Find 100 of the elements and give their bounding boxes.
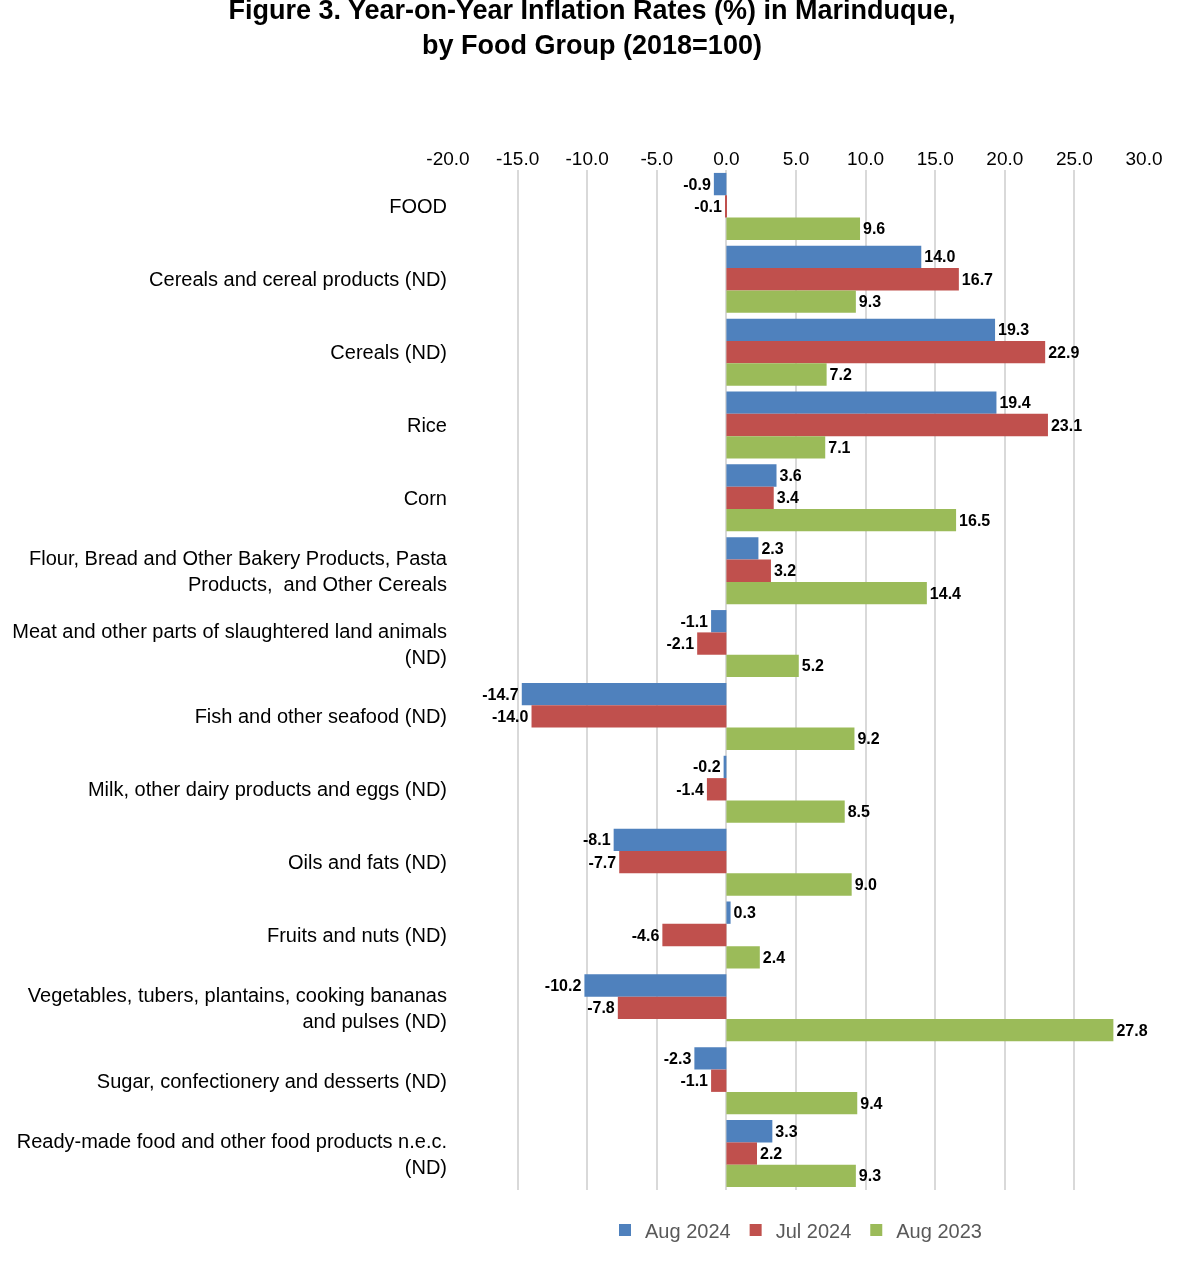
data-label: -0.1	[694, 197, 722, 215]
bar	[694, 1047, 727, 1070]
data-label: 19.3	[998, 321, 1030, 339]
data-label: 3.3	[775, 1122, 798, 1140]
data-label: 2.4	[762, 948, 786, 966]
data-label: 9.2	[857, 730, 880, 748]
bar	[726, 486, 774, 510]
bar	[726, 873, 852, 896]
y-tick-label: Vegetables, tubers, plantains, cooking bananas and pulses (ND)	[27, 983, 447, 1032]
bar	[713, 172, 727, 196]
bar	[726, 413, 1048, 437]
bar	[584, 974, 727, 997]
bar	[711, 610, 727, 633]
data-label: 5.2	[801, 657, 825, 675]
y-tick-label: Sugar, confectionery and desserts (ND)	[96, 1069, 447, 1092]
bar	[726, 537, 759, 560]
data-label: 9.3	[858, 293, 882, 311]
bar	[726, 727, 855, 750]
bar	[726, 1142, 758, 1165]
bar	[726, 391, 997, 414]
data-label: -2.3	[663, 1049, 692, 1067]
bar	[726, 436, 826, 459]
bar	[726, 1120, 773, 1143]
y-tick-label: Cereals and cereal products (ND)	[149, 268, 447, 291]
bar	[726, 559, 771, 582]
data-label: -1.4	[676, 780, 704, 798]
data-label: 14.0	[924, 248, 956, 266]
x-tick-label: -15.0	[495, 148, 540, 170]
data-label: -7.8	[587, 999, 615, 1017]
data-label: 9.6	[863, 220, 886, 238]
bar	[726, 464, 777, 487]
y-tick-label: Oils and fats (ND)	[288, 851, 447, 874]
data-label: -10.2	[544, 977, 582, 995]
bar	[726, 1091, 858, 1115]
legend-label: Aug 2023	[896, 1219, 982, 1242]
data-label: -7.7	[588, 853, 617, 871]
data-label: 22.9	[1048, 343, 1080, 361]
data-label: 9.4	[860, 1094, 883, 1112]
y-tick-label: Milk, other dairy products and eggs (ND)	[87, 778, 447, 801]
y-tick-label: Corn	[403, 486, 447, 509]
bar	[726, 581, 927, 605]
y-tick-label: Fruits and nuts (ND)	[266, 924, 447, 946]
y-tick-label: Ready-made food and other food products n.e.c. (ND)	[16, 1129, 447, 1178]
data-label: 9.0	[854, 875, 878, 893]
bar	[726, 290, 856, 313]
chart-title: Figure 3. Year-on-Year Inflation Rates (%) in Marinduque, by Food Group (2018=100)	[228, 0, 956, 61]
data-label: 8.5	[847, 803, 871, 821]
x-tick-label: 5.0	[782, 148, 810, 170]
data-label: -8.1	[582, 831, 611, 849]
y-tick-label: Meat and other parts of slaughtered land animals (ND)	[12, 619, 447, 668]
data-label: -14.7	[482, 685, 519, 703]
bar	[697, 632, 727, 655]
y-tick-label: Fish and other seafood (ND)	[194, 705, 447, 728]
x-tick-label: 30.0	[1125, 148, 1163, 170]
y-tick-label: Flour, Bread and Other Bakery Products, Pasta Products, and Other Cereals	[29, 546, 448, 595]
data-label: 23.1	[1050, 416, 1083, 434]
bar	[619, 850, 727, 874]
data-label: 2.3	[761, 539, 784, 557]
y-tick-label: Cereals (ND)	[330, 341, 447, 364]
bar	[726, 654, 799, 678]
data-label: -14.0	[491, 707, 529, 725]
bar	[726, 340, 1046, 364]
bar	[726, 363, 827, 386]
bar	[706, 778, 727, 801]
bar	[726, 509, 957, 532]
data-label: 14.4	[929, 584, 962, 602]
data-label: 0.3	[733, 904, 756, 922]
bar	[617, 996, 727, 1020]
data-label: 27.8	[1116, 1021, 1148, 1039]
data-label: -4.6	[631, 926, 660, 944]
legend-label: Jul 2024	[775, 1219, 852, 1242]
bar	[726, 1019, 1114, 1042]
data-label: -0.9	[683, 175, 711, 193]
bar	[726, 268, 959, 291]
data-label: 7.2	[829, 365, 852, 383]
bar	[662, 923, 727, 947]
bar	[531, 705, 727, 728]
data-label: -2.1	[666, 635, 695, 653]
bar	[726, 800, 845, 823]
bar	[613, 828, 727, 851]
x-tick-label: -10.0	[565, 148, 609, 170]
x-tick-label: 0.0	[713, 148, 740, 170]
data-label: 3.2	[773, 562, 797, 580]
x-tick-label: 25.0	[1055, 148, 1093, 170]
x-tick-label: 20.0	[986, 148, 1024, 170]
x-tick-label: -5.0	[640, 148, 674, 170]
data-label: 9.3	[858, 1167, 882, 1185]
bar	[726, 1164, 856, 1188]
bar	[521, 682, 727, 706]
data-label: 16.5	[959, 511, 991, 529]
data-label: 16.7	[961, 270, 994, 288]
y-tick-label: FOOD	[389, 195, 447, 218]
x-tick-label: 10.0	[847, 148, 885, 170]
bar	[726, 217, 861, 240]
bar	[711, 1069, 727, 1092]
bar	[726, 318, 996, 341]
data-label: -0.2	[692, 758, 721, 776]
data-label: -1.1	[680, 612, 709, 630]
x-tick-label: 15.0	[916, 148, 954, 170]
data-label: 19.4	[999, 394, 1031, 412]
